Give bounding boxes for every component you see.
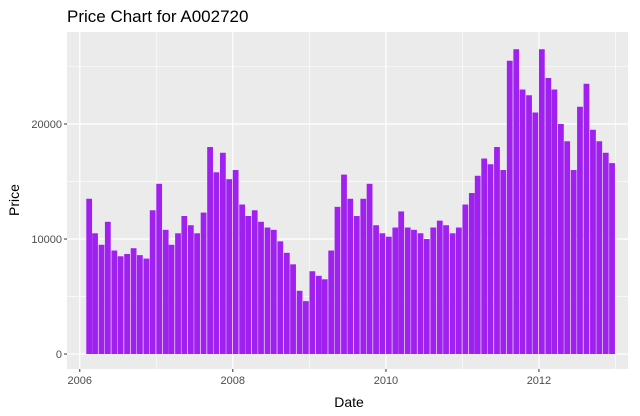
bar (200, 212, 207, 355)
bar (519, 89, 526, 355)
bar (334, 206, 341, 355)
bar (321, 279, 328, 355)
bar (270, 229, 277, 355)
bar (474, 175, 481, 355)
bar (526, 95, 532, 355)
bar (596, 141, 603, 355)
bars (86, 49, 615, 355)
bar (156, 183, 163, 355)
bar (379, 233, 386, 355)
bar (417, 233, 424, 355)
bar (513, 49, 520, 355)
bar (309, 271, 316, 355)
bar (219, 152, 226, 355)
bar (506, 60, 513, 355)
bar (207, 147, 213, 355)
bar (558, 124, 564, 355)
bar (500, 170, 507, 355)
x-tick-label: 2008 (221, 375, 245, 387)
x-tick-label: 2012 (527, 375, 551, 387)
bar (564, 141, 571, 355)
bar (143, 258, 150, 355)
bar (392, 227, 399, 355)
bar (602, 152, 609, 355)
bar (290, 264, 296, 355)
bar (494, 147, 500, 355)
y-axis-label: Price (6, 184, 22, 216)
bar (436, 220, 443, 355)
bar (366, 183, 373, 355)
bar (353, 216, 360, 355)
bar (404, 227, 411, 355)
chart-title: Price Chart for A002720 (67, 7, 248, 26)
bar (283, 252, 290, 355)
bar (168, 244, 175, 355)
bar (468, 193, 475, 355)
bar (149, 210, 156, 355)
bar (258, 221, 264, 355)
bar (86, 198, 93, 355)
bar (532, 112, 539, 355)
bar (251, 210, 258, 355)
x-axis-label: Date (334, 394, 364, 410)
x-tick-label: 2010 (374, 375, 398, 387)
bar (583, 83, 590, 355)
bar (385, 236, 392, 355)
bar (373, 225, 379, 355)
bar (462, 204, 469, 355)
bar (341, 174, 347, 355)
bar (487, 164, 494, 355)
bar (570, 170, 577, 355)
bar (239, 204, 246, 355)
bar (551, 89, 558, 355)
bar (104, 221, 111, 355)
bar (98, 244, 105, 355)
bar (347, 198, 354, 355)
bar (423, 239, 430, 355)
bar (117, 256, 124, 355)
bar (226, 179, 233, 355)
bar (245, 216, 252, 355)
bar (577, 106, 583, 355)
y-axis-ticks: 0 10000 20000 (31, 119, 67, 361)
bar (124, 253, 130, 355)
bar (455, 227, 462, 355)
x-axis-ticks: 2006 2008 2010 2012 (68, 369, 551, 387)
bar (277, 241, 284, 355)
bar (181, 216, 188, 355)
bar (136, 255, 143, 355)
bar (162, 229, 169, 355)
bar (538, 49, 545, 355)
bar (264, 227, 271, 355)
bar (449, 233, 456, 355)
bar (194, 233, 200, 355)
bar (130, 248, 137, 355)
y-tick-label: 10000 (31, 234, 62, 246)
bar (443, 225, 449, 355)
bar (232, 170, 239, 355)
bar (213, 172, 220, 355)
bar (296, 290, 303, 355)
bar (590, 129, 596, 355)
bar (302, 301, 309, 355)
x-tick-label: 2006 (68, 375, 92, 387)
bar (175, 233, 181, 355)
bar (398, 211, 405, 355)
bar (360, 198, 367, 355)
y-tick-label: 0 (56, 349, 62, 361)
bar (609, 163, 615, 355)
bar (481, 158, 488, 355)
bar (328, 250, 335, 355)
bar (315, 275, 322, 355)
bar (411, 229, 417, 355)
bar (187, 225, 194, 355)
bar (92, 233, 98, 355)
bar (430, 227, 437, 355)
bar (111, 250, 118, 355)
y-tick-label: 20000 (31, 119, 62, 131)
bar (545, 78, 552, 355)
